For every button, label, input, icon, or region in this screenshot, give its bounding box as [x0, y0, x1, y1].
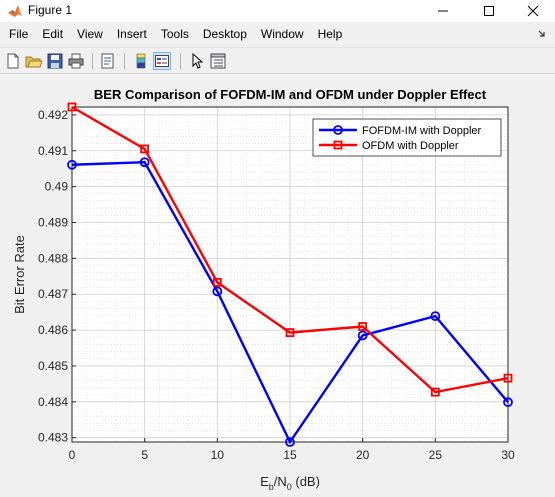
data-point-square[interactable]: [358, 322, 368, 331]
data-point-square[interactable]: [67, 102, 77, 112]
menu-insert[interactable]: Insert: [116, 27, 147, 41]
close-icon: [527, 5, 538, 17]
y-tick-label: 0.487: [38, 287, 68, 301]
minimize-button[interactable]: [420, 0, 465, 22]
x-tick-label: 15: [283, 448, 297, 462]
toolbar-separator: [92, 53, 93, 69]
y-tick-label: 0.49: [45, 180, 69, 194]
menu-desktop[interactable]: Desktop: [202, 27, 247, 41]
data-point-square[interactable]: [430, 387, 440, 397]
x-tick-label: 30: [501, 448, 515, 462]
save-button[interactable]: [46, 52, 64, 70]
y-tick-label: 0.488: [38, 251, 68, 265]
legend-item[interactable]: OFDM with Doppler: [319, 140, 459, 152]
legend-box: [312, 118, 502, 157]
new-figure-button[interactable]: [4, 52, 22, 70]
data-point-square[interactable]: [212, 277, 222, 287]
legend-label: FOFDM-IM with Doppler: [362, 125, 482, 137]
open-file-icon: [25, 56, 43, 68]
x-tick-label: 0: [69, 448, 76, 462]
window-title: Figure 1: [28, 3, 73, 17]
data-point-circle[interactable]: [430, 311, 441, 322]
data-point-square[interactable]: [140, 144, 150, 154]
ber-chart[interactable]: 0 5 10 15 20 25 30 0.483 0.484 0.485 0.486 0.487 0.4…: [0, 75, 555, 497]
series-ofdm[interactable]: [67, 102, 513, 397]
legend-marker-circle: [333, 125, 343, 135]
toolbar-separator: [124, 53, 125, 69]
legend-button[interactable]: [153, 52, 171, 70]
y-tick-label: 0.483: [38, 431, 68, 445]
legend-icon: [155, 55, 169, 67]
y-tick-label: 0.486: [38, 323, 68, 337]
print-preview-button[interactable]: [99, 52, 117, 70]
y-tick-label: 0.491: [38, 144, 68, 158]
matlab-logo-icon: [8, 5, 22, 17]
figure-canvas[interactable]: 0 5 10 15 20 25 30 0.483 0.484 0.485 0.486 0.487 0.4…: [0, 75, 555, 497]
property-inspector-icon: [210, 53, 226, 69]
menu-edit[interactable]: Edit: [42, 27, 64, 41]
print-preview-icon: [101, 53, 114, 69]
y-tick-label: 0.485: [38, 359, 68, 373]
menu-view[interactable]: View: [77, 27, 103, 41]
new-figure-icon: [7, 53, 19, 69]
series-fofdm-im[interactable]: [67, 157, 513, 447]
data-point-circle[interactable]: [357, 330, 368, 341]
legend-marker-square: [333, 140, 343, 150]
print-icon: [68, 53, 84, 69]
series-line[interactable]: [71, 105, 509, 394]
y-tick-label: 0.489: [38, 215, 68, 229]
x-tick-label: 20: [356, 448, 370, 462]
menu-tools[interactable]: Tools: [160, 27, 189, 41]
close-button[interactable]: [510, 0, 555, 22]
y-tick-label: 0.484: [38, 395, 68, 409]
menu-bar: File Edit View Insert Tools Desktop Wind…: [0, 22, 555, 46]
data-point-square[interactable]: [503, 373, 513, 383]
minimize-icon: [437, 10, 448, 12]
x-tick-label: 5: [141, 448, 148, 462]
data-point-circle[interactable]: [212, 286, 223, 297]
print-button[interactable]: [67, 52, 85, 70]
data-point-circle[interactable]: [67, 159, 77, 170]
save-icon: [47, 53, 63, 69]
edit-plot-button[interactable]: [188, 52, 206, 70]
legend-label: OFDM with Doppler: [362, 140, 459, 152]
data-point-circle[interactable]: [139, 157, 150, 168]
x-axis-label: Eb/N0 (dB): [260, 474, 320, 492]
edit-plot-icon: [192, 52, 204, 69]
chart-title: BER Comparison of FOFDM-IM and OFDM unde…: [94, 87, 487, 102]
y-tick-label: 0.492: [38, 108, 68, 122]
menu-file[interactable]: File: [9, 27, 29, 41]
maximize-button[interactable]: [466, 0, 511, 22]
series-line[interactable]: [71, 161, 509, 445]
window-title-bar[interactable]: Figure 1: [0, 0, 555, 22]
chart-legend[interactable]: FOFDM-IM with Doppler OFDM with Doppler: [312, 118, 502, 157]
colorbar-icon: [136, 53, 146, 69]
toolbar-separator: [180, 53, 181, 69]
menu-overflow-arrow-icon[interactable]: [537, 29, 547, 39]
x-tick-label: 10: [211, 448, 225, 462]
ticks-layer: 0 5 10 15 20 25 30 0.483 0.484 0.485 0.486 0.487 0.4…: [38, 108, 515, 462]
menu-help[interactable]: Help: [317, 27, 343, 41]
property-inspector-button[interactable]: [209, 52, 227, 70]
open-file-button[interactable]: [25, 52, 43, 70]
data-point-circle[interactable]: [285, 437, 295, 447]
figure-toolbar: [0, 47, 555, 74]
data-point-square[interactable]: [285, 328, 295, 338]
legend-item[interactable]: FOFDM-IM with Doppler: [319, 125, 482, 137]
series-layer: [67, 102, 513, 447]
data-point-circle[interactable]: [503, 397, 513, 408]
x-tick-label: 25: [429, 448, 443, 462]
colorbar-button[interactable]: [132, 52, 150, 70]
maximize-icon: [483, 6, 494, 16]
y-axis-label: Bit Error Rate: [12, 235, 27, 314]
menu-window[interactable]: Window: [260, 27, 304, 41]
